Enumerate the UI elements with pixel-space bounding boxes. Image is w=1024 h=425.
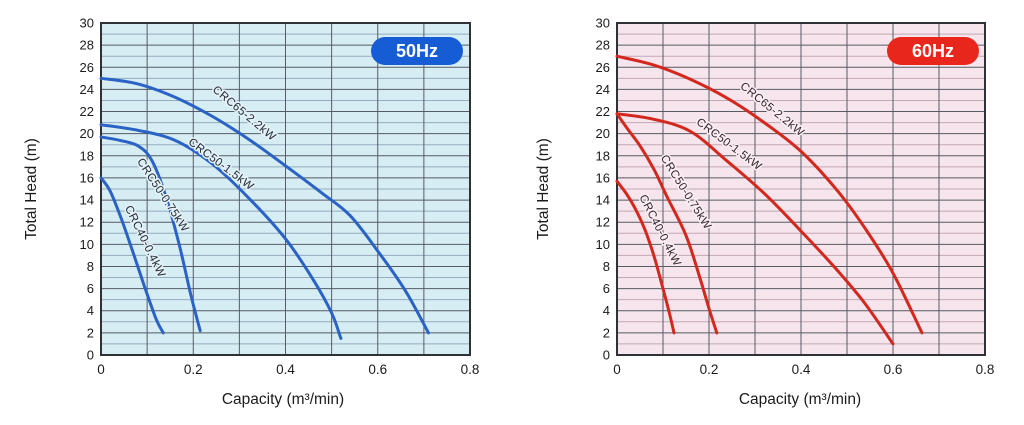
y-axis-tick-label: 4: [603, 303, 610, 318]
frequency-badge-label: 60Hz: [912, 41, 954, 61]
chart-canvas-60hz: CRC65-2.2kWCRC50-1.5kWCRC50-0.75kWCRC40-…: [535, 16, 995, 409]
y-axis-tick-label: 4: [87, 303, 94, 318]
plot-border: [616, 22, 986, 356]
x-axis-tick-label: 0.4: [276, 362, 295, 377]
y-axis-tick-label: 18: [596, 148, 610, 163]
x-axis-title: Capacity (m³/min): [222, 391, 344, 408]
x-axis-tick-label: 0: [97, 362, 105, 377]
x-axis-tick-label: 0.6: [368, 362, 387, 377]
x-axis-tick-label: 0.4: [792, 362, 811, 377]
pump-curve-chart-60hz: CRC65-2.2kW CRC50-1.5kW CRC50-0.75kW CRC40-…: [512, 0, 1024, 425]
y-axis-tick-label: 8: [87, 259, 94, 274]
y-axis-tick-label: 22: [80, 104, 94, 119]
y-axis-tick-label: 0: [603, 348, 610, 363]
y-axis-tick-label: 12: [80, 215, 94, 230]
y-axis-tick-label: 26: [596, 60, 610, 75]
pump-curve-chart-50hz: CRC65-2.2kW CRC50-1.5kW CRC50-0.75kW CRC40-…: [23, 16, 480, 409]
y-axis-tick-label: 10: [596, 237, 610, 252]
curve-crc50-0.75kw: [99, 135, 202, 333]
y-axis-tick-label: 20: [596, 126, 610, 141]
y-axis-tick-label: 8: [603, 259, 610, 274]
y-axis-tick-label: 28: [596, 38, 610, 53]
frequency-badge-label: 50Hz: [396, 41, 438, 61]
y-axis-tick-label: 2: [603, 325, 610, 340]
y-axis-tick-label: 24: [80, 82, 94, 97]
x-axis-tick-label: 0.8: [461, 362, 480, 377]
y-axis-tick-label: 12: [596, 215, 610, 230]
frequency-badge: [887, 37, 979, 65]
x-axis-tick-label: 0.2: [700, 362, 719, 377]
curve-crc50-1.5kw: [615, 112, 895, 346]
y-axis-tick-label: 16: [80, 170, 94, 185]
curve-crc40-0.4kw: [99, 176, 165, 335]
curve-crc65-2.2kw: [615, 54, 924, 335]
x-axis-tick-label: 0.2: [184, 362, 203, 377]
y-axis-tick-label: 18: [80, 148, 94, 163]
y-axis-tick-label: 2: [87, 325, 94, 340]
plot-border: [100, 22, 471, 356]
y-axis-tick-label: 6: [603, 281, 610, 296]
y-axis-title: Total Head (m): [23, 138, 40, 240]
y-axis-tick-label: 24: [596, 82, 610, 97]
y-axis-tick-label: 14: [596, 193, 610, 208]
y-axis-tick-label: 6: [87, 281, 94, 296]
y-axis-tick-label: 16: [596, 170, 610, 185]
x-axis-title: Capacity (m³/min): [739, 391, 861, 408]
y-axis-tick-label: 28: [80, 38, 94, 53]
curve-crc50-0.75kw: [615, 112, 719, 335]
curve-crc40-0.4kw: [615, 179, 676, 335]
x-axis-tick-label: 0: [613, 362, 621, 377]
y-axis-tick-label: 30: [80, 16, 94, 31]
chart-canvas-50hz: CRC65-2.2kWCRC50-1.5kWCRC50-0.75kWCRC40-…: [23, 16, 480, 409]
y-axis-tick-label: 20: [80, 126, 94, 141]
curve-crc50-1.5kw: [99, 123, 343, 340]
y-axis-tick-label: 0: [87, 348, 94, 363]
x-axis-tick-label: 0.6: [884, 362, 903, 377]
y-axis-tick-label: 10: [80, 237, 94, 252]
curve-crc65-2.2kw: [99, 76, 430, 335]
y-axis-tick-label: 14: [80, 193, 94, 208]
x-axis-tick-label: 0.8: [976, 362, 995, 377]
frequency-badge: [371, 37, 463, 65]
y-axis-tick-label: 30: [596, 16, 610, 31]
y-axis-title: Total Head (m): [535, 138, 552, 240]
y-axis-tick-label: 22: [596, 104, 610, 119]
y-axis-tick-label: 26: [80, 60, 94, 75]
